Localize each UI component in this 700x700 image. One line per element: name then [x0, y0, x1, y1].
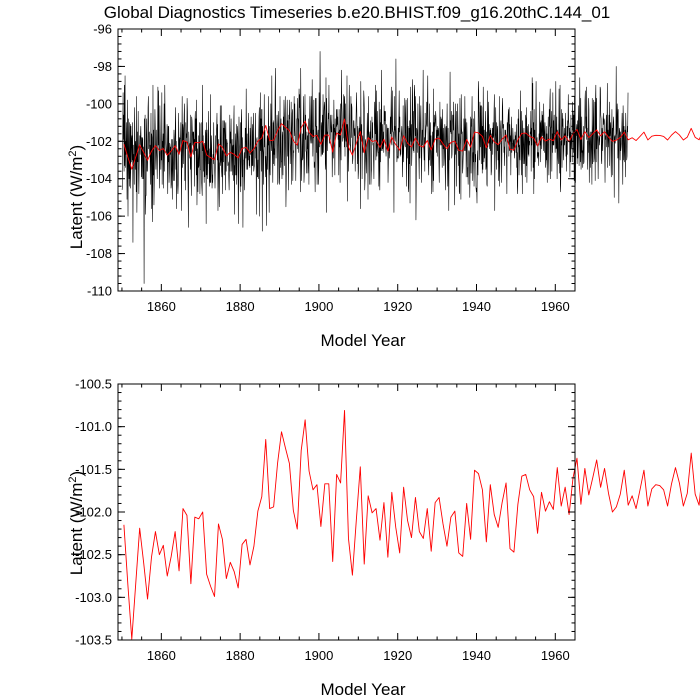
y-axis-label-superscript: 2 [67, 476, 79, 482]
plot-frame [117, 383, 576, 641]
y-axis-label-main: Latent (W/m [67, 483, 86, 576]
y-axis-label-text: Latent (W/m2) [67, 471, 86, 575]
x-tick-label: 1940 [462, 648, 491, 663]
x-tick-label: 1920 [383, 648, 412, 663]
y-tick-label: -103.5 [75, 633, 112, 648]
x-tick-label: 1860 [147, 299, 176, 314]
y-tick-label: -98 [93, 59, 112, 74]
x-tick-label: 1880 [226, 299, 255, 314]
y-axis-label-superscript: 2 [67, 150, 79, 156]
plot-frame [117, 28, 576, 292]
annual-mean-series-line [123, 118, 700, 170]
y-tick-label: -102 [86, 134, 112, 149]
x-tick-label: 1900 [304, 648, 333, 663]
x-axis-label: Model Year [320, 680, 405, 699]
y-axis-label-close: ) [67, 145, 86, 151]
monthly-series-line [121, 51, 629, 284]
y-axis-label-close: ) [67, 471, 86, 477]
y-axis-label: Latent (W/m2) [67, 471, 86, 575]
y-axis-label: Latent (W/m2) [67, 145, 86, 249]
x-tick-label: 1880 [226, 648, 255, 663]
x-tick-label: 1960 [541, 299, 570, 314]
top-panel: 1860 1880 1900 1920 1940 1960 -110 -108 -106 -104… [67, 22, 700, 350]
annual-mean-series-line [123, 410, 700, 640]
x-tick-label: 1900 [304, 299, 333, 314]
y-tick-label: -100 [86, 96, 112, 111]
y-tick-label: -104 [86, 171, 112, 186]
y-tick-label: -100.5 [75, 377, 112, 392]
x-tick-label: 1920 [383, 299, 412, 314]
y-tick-label: -96 [93, 22, 112, 37]
y-tick-label: -108 [86, 246, 112, 261]
bottom-panel: 1860 1880 1900 1920 1940 1960 -103.5 -103.0 -102… [67, 377, 700, 699]
y-axis-label-text: Latent (W/m2) [67, 145, 86, 249]
x-tick-label: 1940 [462, 299, 491, 314]
x-axis-label: Model Year [320, 331, 405, 350]
y-tick-label: -102.5 [75, 547, 112, 562]
x-tick-label: 1860 [147, 648, 176, 663]
figure-title: Global Diagnostics Timeseries b.e20.BHIS… [104, 3, 611, 22]
y-tick-label: -101.5 [75, 462, 112, 477]
y-tick-label: -110 [87, 284, 112, 299]
y-tick-label: -103.0 [75, 590, 112, 605]
y-axis-label-main: Latent (W/m [67, 157, 86, 250]
y-tick-label: -106 [86, 209, 112, 224]
x-tick-label: 1960 [541, 648, 570, 663]
y-tick-label: -102.0 [75, 505, 112, 520]
y-tick-label: -101.0 [75, 419, 112, 434]
